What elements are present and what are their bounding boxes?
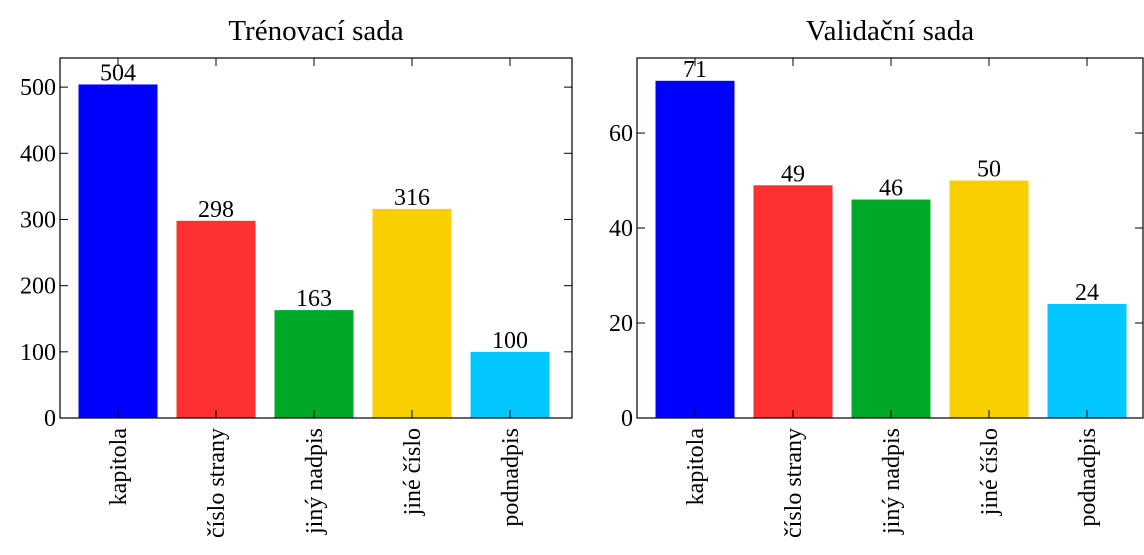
x-tick-label: číslo strany <box>781 428 807 538</box>
bar <box>470 351 550 418</box>
value-label: 163 <box>296 286 332 312</box>
y-tick-label: 100 <box>20 340 56 366</box>
x-tick-label: číslo strany <box>204 428 230 538</box>
y-tick-label: 300 <box>20 207 56 233</box>
bar <box>753 185 833 418</box>
value-label: 49 <box>781 161 805 187</box>
y-tick-label: 200 <box>20 274 56 300</box>
bar <box>372 208 452 418</box>
chart-title: Trénovací sada <box>228 15 403 47</box>
y-tick-label: 60 <box>609 121 633 147</box>
value-label: 24 <box>1075 280 1099 306</box>
y-tick-label: 0 <box>621 406 633 432</box>
chart-title: Validační sada <box>806 15 974 47</box>
bar <box>274 310 354 418</box>
x-tick-label: jiný nadpis <box>302 428 328 535</box>
value-label: 298 <box>198 197 234 223</box>
y-tick-label: 0 <box>44 406 56 432</box>
x-tick-label: kapitola <box>106 428 132 506</box>
axes-frame <box>636 57 1144 419</box>
bar <box>78 84 158 419</box>
x-tick-label: jiné číslo <box>400 428 426 516</box>
x-tick-label: kapitola <box>683 428 709 506</box>
bar <box>176 220 256 418</box>
x-tick-label: jiné číslo <box>977 428 1003 516</box>
value-label: 46 <box>879 176 903 202</box>
bar <box>851 199 931 418</box>
bar <box>949 180 1029 418</box>
y-tick-label: 40 <box>609 216 633 242</box>
x-tick-label: podnadpis <box>1075 428 1101 527</box>
value-label: 316 <box>394 185 430 211</box>
bar <box>1047 304 1127 418</box>
y-tick-label: 500 <box>20 75 56 101</box>
y-tick-label: 20 <box>609 311 633 337</box>
x-tick-label: jiný nadpis <box>879 428 905 535</box>
value-label: 50 <box>977 157 1001 183</box>
x-tick-label: podnadpis <box>498 428 524 527</box>
axes-frame <box>59 57 573 419</box>
value-label: 100 <box>492 328 528 354</box>
y-tick-label: 400 <box>20 141 56 167</box>
bar <box>655 80 735 418</box>
